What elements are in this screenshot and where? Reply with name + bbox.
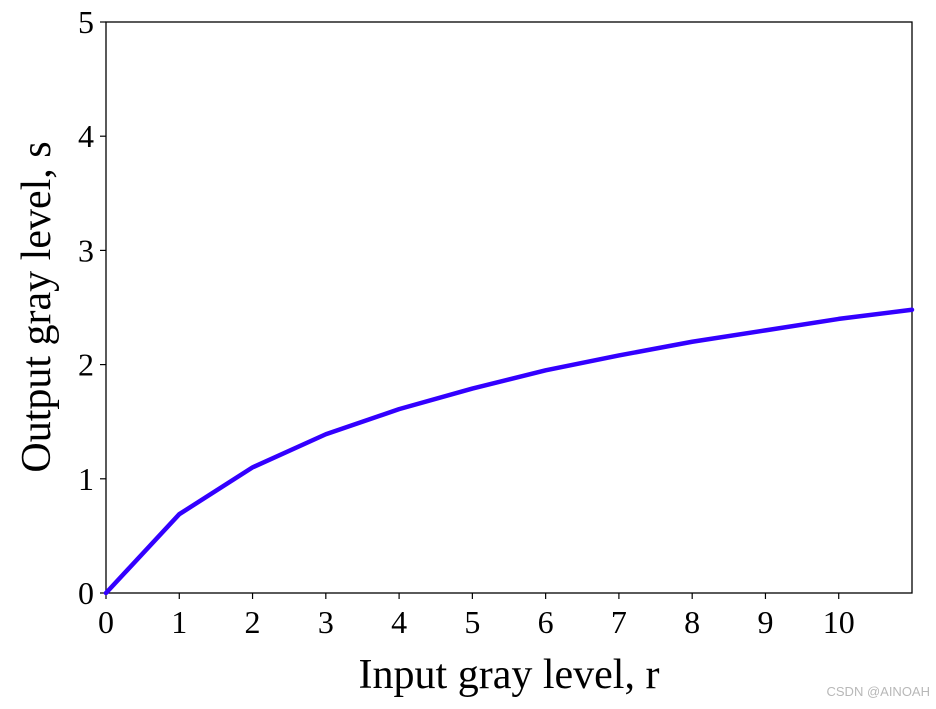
- x-tick-label: 9: [757, 604, 773, 640]
- y-tick-label: 0: [78, 575, 94, 611]
- y-tick-label: 3: [78, 232, 94, 268]
- y-tick-label: 5: [78, 4, 94, 40]
- x-tick-label: 1: [171, 604, 187, 640]
- x-axis-label: Input gray level, r: [359, 652, 660, 698]
- x-tick-label: 6: [538, 604, 554, 640]
- y-tick-label: 1: [78, 461, 94, 497]
- x-tick-label: 3: [318, 604, 334, 640]
- plot-frame: [105, 21, 913, 594]
- x-tick-label: 10: [823, 604, 855, 640]
- y-axis-label: Output gray level, s: [14, 141, 60, 472]
- series-line-0: [103, 307, 915, 596]
- series-layer: [103, 307, 915, 596]
- x-axis-ticks: 0 1 2 3 4 5 6 7 8 9 10: [98, 593, 855, 640]
- y-tick-label: 4: [78, 118, 94, 154]
- x-tick-label: 4: [391, 604, 407, 640]
- x-tick-label: 5: [464, 604, 480, 640]
- watermark: CSDN @AINOAH: [826, 684, 931, 699]
- x-tick-label: 2: [245, 604, 261, 640]
- x-tick-label: 0: [98, 604, 114, 640]
- y-tick-label: 2: [78, 347, 94, 383]
- x-tick-label: 7: [611, 604, 627, 640]
- x-tick-label: 8: [684, 604, 700, 640]
- y-axis-ticks: 0 1 2 3 4 5: [78, 4, 106, 611]
